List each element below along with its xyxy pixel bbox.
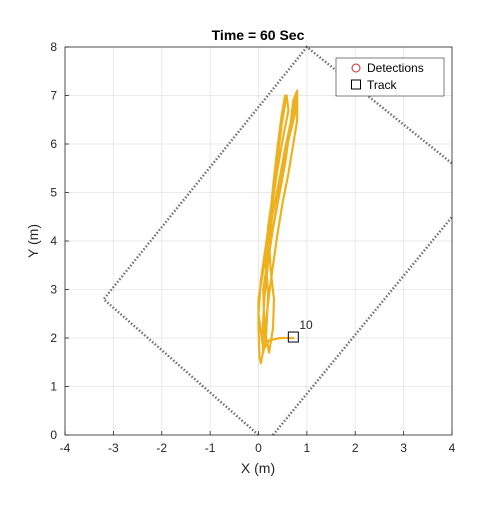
legend-detections-marker-icon [351, 63, 361, 73]
legend-track-label: Track [367, 78, 398, 92]
legend-detections-label: Detections [367, 61, 424, 75]
x-tick-label: -3 [108, 441, 119, 455]
track-id-label: 10 [299, 318, 313, 332]
y-tick-label: 6 [50, 137, 57, 151]
x-axis-label: X (m) [241, 460, 275, 476]
y-tick-label: 0 [50, 428, 57, 442]
chart-title: Time = 60 Sec [212, 27, 305, 43]
grid [64, 46, 453, 436]
x-tick-label: 2 [352, 441, 359, 455]
x-ticks: -4 -3 -2 -1 0 1 2 3 4 [60, 431, 456, 455]
x-tick-label: 1 [304, 441, 311, 455]
y-ticks: 0 1 2 3 4 5 6 7 8 [50, 40, 69, 442]
x-tick-label: -4 [60, 441, 71, 455]
y-tick-label: 7 [50, 89, 57, 103]
track-history-line [257, 89, 299, 365]
legend-track-marker-icon [351, 79, 361, 90]
x-tick-label: 4 [449, 441, 456, 455]
y-tick-label: 8 [50, 40, 57, 54]
y-tick-label: 3 [50, 283, 57, 297]
track-markers: 10 [287, 318, 313, 343]
x-tick-label: -1 [205, 441, 216, 455]
y-tick-label: 1 [50, 380, 57, 394]
y-axis-label: Y (m) [25, 224, 41, 258]
coverage-boundary-line [101, 45, 453, 436]
x-tick-label: 0 [255, 441, 262, 455]
coverage-boundary-line [272, 216, 453, 436]
x-tick-label: 3 [400, 441, 407, 455]
x-tick-label: -2 [156, 441, 167, 455]
y-tick-label: 2 [50, 331, 57, 345]
y-tick-label: 5 [50, 186, 57, 200]
y-tick-label: 4 [50, 234, 57, 248]
coverage-boundary [101, 45, 453, 436]
track-marker [287, 331, 299, 343]
track-history [257, 89, 299, 365]
legend[interactable]: Detections Track [335, 57, 445, 97]
